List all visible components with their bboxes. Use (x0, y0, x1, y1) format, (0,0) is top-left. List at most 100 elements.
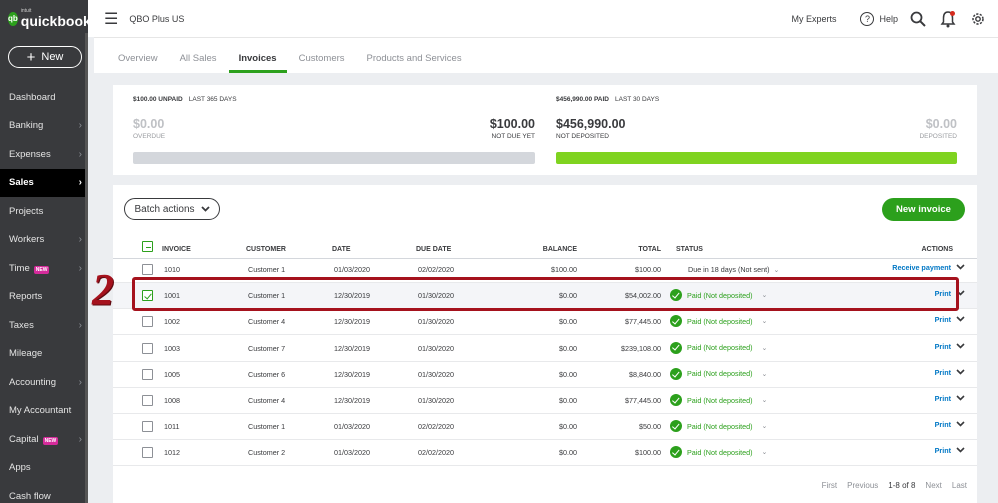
sidebar-item-text: Mileage (9, 348, 42, 359)
due-date: 01/30/2020 (418, 291, 454, 301)
settings-gear-icon[interactable] (968, 9, 988, 29)
row-checkbox[interactable] (142, 316, 153, 328)
chevron-down-icon[interactable] (956, 342, 965, 351)
sidebar-item-workers[interactable]: Workers › (0, 226, 88, 255)
row-checkbox[interactable] (142, 368, 153, 380)
row-checkbox[interactable] (142, 447, 153, 459)
sidebar-item-my-accountant[interactable]: My Accountant (0, 397, 88, 426)
pager-last[interactable]: Last (951, 481, 967, 490)
sidebar-scrollbar[interactable] (85, 33, 88, 503)
sales-subnav: Overview All Sales Invoices Customers Produc… (94, 37, 998, 73)
print-link[interactable]: Print (934, 420, 951, 430)
chevron-down-icon[interactable] (956, 420, 965, 429)
status-dropdown-icon[interactable]: ⌄ (761, 397, 768, 404)
status-dropdown-icon[interactable]: ⌄ (761, 344, 768, 352)
status-dropdown-icon[interactable]: ⌄ (761, 318, 768, 326)
sidebar-item-capital[interactable]: Capital NEW › (0, 425, 88, 454)
col-balance[interactable]: BALANCE (542, 246, 577, 253)
table-row[interactable]: 1010 Customer 1 01/03/2020 02/02/2020 $100.0… (113, 257, 977, 283)
sidebar-item-taxes[interactable]: Taxes › (0, 311, 88, 340)
chevron-down-icon[interactable] (956, 315, 965, 324)
table-row[interactable]: 1005 Customer 6 12/30/2019 01/30/2020 $0.00 $… (113, 362, 977, 388)
col-actions: ACTIONS (921, 246, 954, 253)
sidebar-item-apps[interactable]: Apps (0, 454, 88, 483)
batch-actions-button[interactable]: Batch actions (124, 198, 220, 220)
tab-all-sales[interactable]: All Sales (179, 53, 217, 64)
status-dropdown-icon[interactable]: ⌄ (761, 423, 768, 431)
status-dropdown-icon[interactable]: ⌄ (761, 292, 768, 300)
receive-payment-link[interactable]: Receive payment (892, 263, 951, 272)
print-link[interactable]: Print (934, 289, 951, 299)
new-invoice-button[interactable]: New invoice (882, 198, 965, 221)
tab-invoices[interactable]: Invoices (228, 53, 287, 73)
col-customer[interactable]: CUSTOMER (246, 246, 286, 253)
table-row[interactable]: 1003 Customer 7 12/30/2019 01/30/2020 $0.00 $… (113, 336, 977, 362)
due-date: 01/30/2020 (418, 396, 454, 405)
paid-summary[interactable]: $456,990.00 PAID LAST 30 DAYS $456,990.00… (556, 85, 957, 175)
sidebar-item-accounting[interactable]: Accounting › (0, 368, 88, 397)
chevron-down-icon[interactable] (956, 446, 965, 455)
table-row[interactable]: 1011 Customer 1 01/03/2020 02/02/2020 $0.00 $… (113, 414, 977, 441)
print-link[interactable]: Print (934, 341, 951, 351)
col-invoice[interactable]: INVOICE (162, 246, 191, 253)
pager-previous[interactable]: Previous (847, 481, 879, 490)
table-row[interactable]: 1001 Customer 1 12/30/2019 01/30/2020 $0.00 $… (113, 283, 977, 310)
col-due-date[interactable]: DUE DATE (416, 246, 452, 253)
sidebar-item-text: Accounting (9, 377, 56, 388)
tab-products-and-services[interactable]: Products and Services (366, 53, 462, 64)
print-link[interactable]: Print (934, 446, 951, 456)
sidebar-item-time[interactable]: Time NEW › (0, 254, 88, 283)
chevron-down-icon[interactable] (956, 368, 965, 377)
chevron-down-icon[interactable] (956, 394, 965, 403)
sidebar-item-expenses[interactable]: Expenses › (0, 140, 88, 169)
sidebar-item-dashboard[interactable]: Dashboard (0, 83, 88, 112)
hamburger-menu-icon[interactable]: ☰ (104, 10, 119, 28)
new-badge: NEW (42, 436, 59, 445)
sidebar-item-text: Banking (9, 120, 43, 131)
quickbooks-logo[interactable]: qb intuit quickbooks (0, 0, 99, 37)
row-checkbox[interactable] (142, 290, 153, 302)
invoice-number: 1002 (164, 317, 180, 327)
chevron-down-icon[interactable] (956, 263, 965, 272)
sidebar-item-mileage[interactable]: Mileage (0, 340, 88, 369)
tab-overview[interactable]: Overview (118, 53, 158, 64)
check-circle-icon (670, 315, 682, 328)
chevron-down-icon[interactable] (956, 289, 965, 298)
tab-customers[interactable]: Customers (298, 53, 345, 64)
sidebar-item-label: Projects (9, 205, 44, 217)
table-row[interactable]: 1002 Customer 4 12/30/2019 01/30/2020 $0.00 $… (113, 309, 977, 336)
unpaid-summary[interactable]: $100.00 UNPAID LAST 365 DAYS $0.00 OVERDU… (133, 85, 535, 175)
status-dropdown-icon[interactable]: ⌄ (761, 370, 768, 378)
select-all-checkbox[interactable] (142, 241, 153, 252)
sidebar-item-projects[interactable]: Projects (0, 197, 88, 226)
sidebar-item-text: Taxes (9, 320, 34, 331)
sidebar-item-cash-flow[interactable]: Cash flow (0, 482, 88, 503)
status-cell: Paid (Not deposited) ⌄ (670, 367, 768, 380)
sidebar-item-banking[interactable]: Banking › (0, 112, 88, 141)
row-checkbox[interactable] (142, 342, 153, 354)
pager-first[interactable]: First (821, 481, 838, 490)
status-dropdown-icon[interactable]: ⌄ (761, 449, 768, 457)
print-link[interactable]: Print (934, 394, 951, 403)
table-row[interactable]: 1012 Customer 2 01/03/2020 02/02/2020 $0.00 $… (113, 440, 977, 467)
row-checkbox[interactable] (142, 421, 153, 433)
row-checkbox[interactable] (142, 264, 153, 275)
col-total[interactable]: TOTAL (638, 246, 661, 253)
sidebar-item-sales[interactable]: Sales › (0, 168, 88, 197)
pager-next[interactable]: Next (925, 481, 942, 490)
print-link[interactable]: Print (934, 367, 951, 377)
sidebar-item-reports[interactable]: Reports (0, 283, 88, 312)
sidebar-item-text: Expenses (9, 149, 51, 160)
notification-bell-icon[interactable] (938, 9, 958, 29)
chevron-down-icon (200, 206, 210, 212)
search-icon[interactable] (908, 9, 928, 29)
status-text: Paid (Not deposited) (687, 395, 753, 405)
print-link[interactable]: Print (934, 315, 951, 325)
table-row[interactable]: 1008 Customer 4 12/30/2019 01/30/2020 $0.00 $… (113, 388, 977, 414)
status-dropdown-icon[interactable]: ⌄ (773, 267, 780, 274)
my-experts-link[interactable]: My Experts (791, 13, 837, 24)
row-checkbox[interactable] (142, 395, 153, 406)
help-button[interactable]: ? Help (860, 11, 898, 26)
col-date[interactable]: DATE (332, 246, 351, 253)
new-button[interactable]: + New (8, 46, 82, 68)
